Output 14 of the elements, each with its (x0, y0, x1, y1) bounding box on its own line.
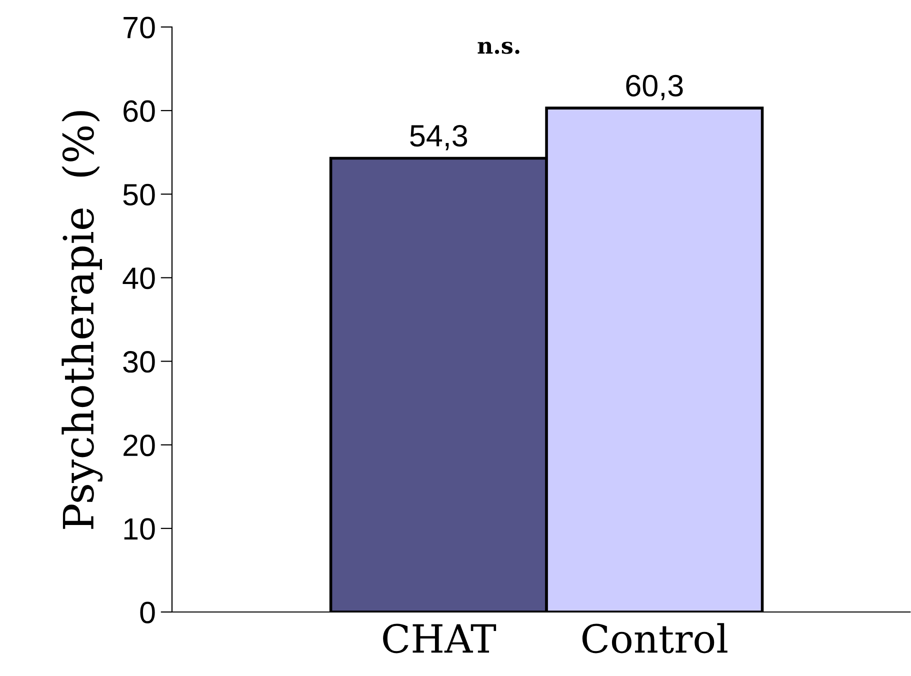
annotation: n.s. (478, 42, 520, 54)
data-label: 60,3 (626, 74, 683, 100)
y-axis-title: Psychotherapie (%) (62, 111, 103, 529)
y-tick-label: 50 (123, 184, 155, 206)
y-tick-label: 0 (140, 602, 155, 624)
data-label: 54,3 (410, 124, 468, 150)
y-tick-label: 10 (124, 518, 155, 540)
x-tick-label: CHAT (383, 624, 496, 654)
y-tick-label: 60 (124, 100, 155, 122)
x-tick-label: Control (582, 623, 728, 654)
y-tick-label: 70 (124, 16, 155, 38)
y-tick-label: 20 (124, 434, 155, 456)
y-tick-label: 30 (123, 351, 155, 373)
y-tick-label: 40 (122, 267, 155, 290)
